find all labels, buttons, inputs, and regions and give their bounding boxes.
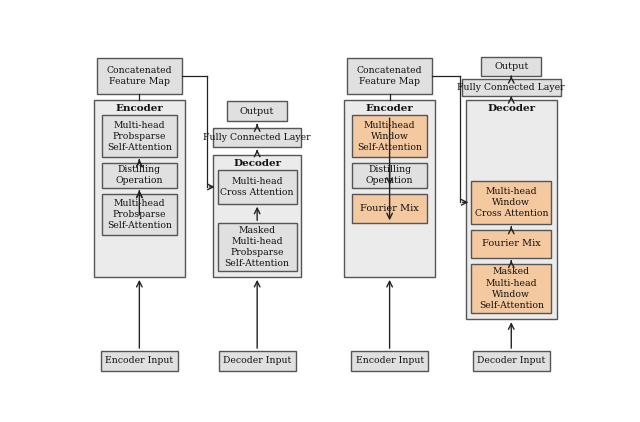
Bar: [344, 100, 435, 277]
Text: Multi-head
Probsparse
Self-Attention: Multi-head Probsparse Self-Attention: [107, 199, 172, 230]
Text: Masked
Multi-head
Probsparse
Self-Attention: Masked Multi-head Probsparse Self-Attent…: [225, 226, 290, 268]
Bar: [473, 351, 550, 371]
Text: Decoder Input: Decoder Input: [223, 357, 291, 365]
Text: Multi-head
Window
Cross Attention: Multi-head Window Cross Attention: [474, 187, 548, 218]
Text: Distilling
Operation: Distilling Operation: [116, 165, 163, 185]
Text: Decoder Input: Decoder Input: [477, 357, 545, 365]
Text: Multi-head
Window
Self-Attention: Multi-head Window Self-Attention: [357, 121, 422, 152]
Bar: [102, 115, 177, 157]
Bar: [352, 163, 428, 188]
Text: Fourier Mix: Fourier Mix: [482, 239, 541, 249]
Bar: [102, 163, 177, 188]
Bar: [213, 154, 301, 277]
Text: Decoder: Decoder: [487, 104, 535, 113]
Text: Masked
Multi-head
Window
Self-Attention: Masked Multi-head Window Self-Attention: [479, 268, 544, 310]
Text: Encoder Input: Encoder Input: [356, 357, 424, 365]
Bar: [466, 100, 557, 319]
Bar: [471, 230, 551, 258]
Bar: [213, 127, 301, 147]
Bar: [348, 58, 432, 94]
Bar: [462, 79, 561, 96]
Bar: [471, 264, 551, 313]
Bar: [94, 100, 185, 277]
Bar: [102, 194, 177, 235]
Text: Encoder: Encoder: [115, 104, 163, 113]
Bar: [227, 101, 287, 122]
Text: Distilling
Operation: Distilling Operation: [366, 165, 413, 185]
Text: Output: Output: [494, 62, 529, 71]
Text: Encoder Input: Encoder Input: [106, 357, 173, 365]
Text: Decoder: Decoder: [233, 159, 281, 168]
Bar: [352, 194, 428, 223]
Bar: [481, 57, 541, 76]
Text: Fully Connected Layer: Fully Connected Layer: [458, 83, 565, 92]
Bar: [97, 58, 182, 94]
Text: Encoder: Encoder: [365, 104, 413, 113]
Bar: [218, 170, 297, 204]
Bar: [101, 351, 178, 371]
Bar: [351, 351, 428, 371]
Text: Multi-head
Cross Attention: Multi-head Cross Attention: [220, 177, 294, 197]
Bar: [352, 115, 428, 157]
Text: Fourier Mix: Fourier Mix: [360, 204, 419, 213]
Text: Multi-head
Probsparse
Self-Attention: Multi-head Probsparse Self-Attention: [107, 121, 172, 152]
Bar: [218, 223, 297, 271]
Text: Concatenated
Feature Map: Concatenated Feature Map: [356, 66, 422, 86]
Text: Output: Output: [240, 107, 275, 116]
Bar: [471, 181, 551, 224]
Text: Fully Connected Layer: Fully Connected Layer: [204, 133, 311, 142]
Text: Concatenated
Feature Map: Concatenated Feature Map: [106, 66, 172, 86]
Bar: [219, 351, 296, 371]
